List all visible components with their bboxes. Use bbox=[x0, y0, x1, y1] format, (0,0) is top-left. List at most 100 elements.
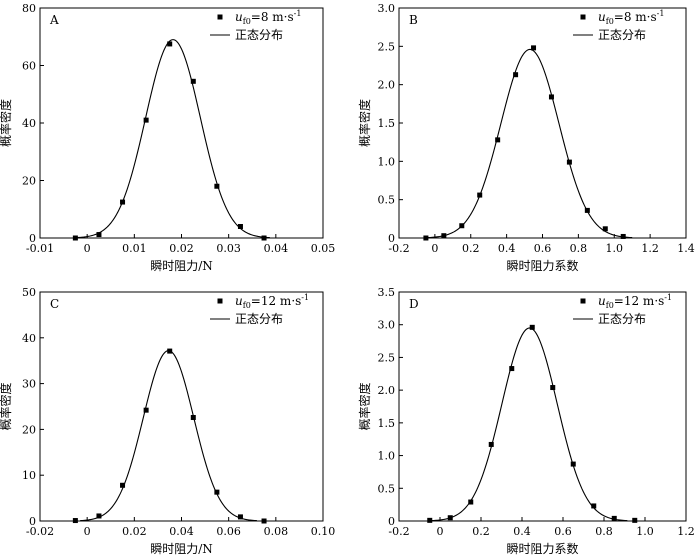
y-tick-label: 2.0 bbox=[378, 384, 396, 397]
data-point bbox=[143, 407, 149, 413]
legend-rest: =12 m·s bbox=[614, 294, 665, 308]
x-tick-label: 1.0 bbox=[606, 242, 624, 255]
y-tick-label: 0 bbox=[29, 232, 36, 245]
x-tick-label: 0.06 bbox=[216, 525, 241, 538]
y-tick-label: 20 bbox=[22, 423, 36, 436]
y-tick-label: 50 bbox=[22, 286, 36, 299]
x-tick-label: 0.2 bbox=[472, 525, 490, 538]
data-point bbox=[477, 192, 483, 198]
legend-sup: -1 bbox=[664, 293, 672, 302]
panel-a: A-0.01 0 0.01 0.02 0.03 0.04 0.05020406080瞬时阻力… bbox=[0, 2, 335, 273]
panel-letter: B bbox=[409, 13, 418, 27]
data-point bbox=[495, 137, 501, 143]
y-tick-label: 0 bbox=[388, 232, 395, 245]
panel-letter: C bbox=[50, 297, 59, 311]
normal-curve bbox=[427, 48, 633, 239]
legend-sup: -1 bbox=[657, 9, 665, 18]
data-point bbox=[602, 226, 608, 232]
data-point bbox=[72, 235, 78, 241]
panel-letter: A bbox=[49, 13, 59, 27]
data-point bbox=[529, 324, 535, 330]
legend-rest: =8 m·s bbox=[251, 10, 294, 24]
x-tick-label: 0.04 bbox=[264, 242, 289, 255]
y-axis-label: 概率密度 bbox=[357, 382, 372, 430]
x-tick-label: 1.0 bbox=[636, 525, 654, 538]
legend-label-curve: 正态分布 bbox=[598, 28, 646, 42]
legend-u: u bbox=[598, 294, 606, 308]
data-point bbox=[441, 233, 447, 239]
x-tick-label: 0 bbox=[84, 242, 91, 255]
data-point bbox=[190, 78, 196, 84]
panel-b: B-0.2 0 0.2 0.4 0.6 0.8 1.0 1.2 1.400.51.01.52.0… bbox=[357, 2, 695, 273]
legend-label-points: uf0=8 m·s-1 bbox=[598, 9, 664, 26]
legend-sub: f0 bbox=[606, 17, 614, 26]
y-tick-label: 40 bbox=[22, 117, 36, 130]
x-tick-label: 0.02 bbox=[169, 242, 194, 255]
panel-d: D-0.2 0 0.2 0.4 0.6 0.8 1.0 1.200.51.01.52.02.5… bbox=[357, 286, 695, 556]
data-point bbox=[96, 232, 102, 238]
x-tick-label: 0.4 bbox=[498, 242, 516, 255]
legend-rest: =12 m·s bbox=[251, 294, 302, 308]
y-axis-label: 概率密度 bbox=[0, 99, 13, 147]
x-tick-label: 0.05 bbox=[311, 242, 336, 255]
data-point bbox=[591, 503, 597, 509]
data-point bbox=[167, 41, 173, 47]
legend-sub: f0 bbox=[243, 17, 251, 26]
y-tick-label: 2.0 bbox=[378, 79, 396, 92]
data-point bbox=[143, 117, 149, 123]
legend-marker bbox=[217, 298, 223, 304]
y-axis-label: 概率密度 bbox=[0, 382, 13, 430]
data-point bbox=[513, 72, 519, 78]
legend: uf0=8 m·s-1 正态分布 bbox=[210, 9, 301, 42]
legend-label-points: uf0=12 m·s-1 bbox=[598, 293, 672, 310]
plot-frame bbox=[398, 7, 687, 239]
x-tick-label: 0.8 bbox=[570, 242, 588, 255]
x-tick-label: 0.8 bbox=[595, 525, 613, 538]
data-point bbox=[566, 159, 572, 165]
legend-label-curve: 正态分布 bbox=[598, 312, 646, 326]
y-tick-label: 1.5 bbox=[378, 117, 396, 130]
legend-label-points: uf0=8 m·s-1 bbox=[235, 9, 301, 26]
y-tick-label: 20 bbox=[22, 175, 36, 188]
data-point bbox=[261, 518, 267, 524]
x-tick-label: 0.03 bbox=[216, 242, 241, 255]
x-tick-label: 0 bbox=[84, 525, 91, 538]
x-tick-label: -0.2 bbox=[388, 242, 409, 255]
data-point bbox=[632, 517, 638, 523]
y-axis-label: 概率密度 bbox=[357, 99, 372, 147]
data-point bbox=[620, 233, 626, 239]
normal-curve bbox=[76, 39, 270, 239]
legend-marker bbox=[580, 14, 586, 20]
normal-curve bbox=[431, 327, 628, 522]
x-tick-label: -0.01 bbox=[26, 242, 54, 255]
legend-label-points: uf0=12 m·s-1 bbox=[235, 293, 309, 310]
legend: uf0=8 m·s-1 正态分布 bbox=[573, 9, 664, 42]
legend-label-curve: 正态分布 bbox=[235, 28, 283, 42]
legend-sup: -1 bbox=[294, 9, 302, 18]
data-point bbox=[584, 207, 590, 213]
data-point bbox=[488, 441, 494, 447]
x-tick-label: 0.6 bbox=[534, 242, 552, 255]
data-point bbox=[96, 513, 102, 519]
x-tick-label: 0.02 bbox=[122, 525, 147, 538]
x-axis-label: 瞬时阻力系数 bbox=[506, 541, 578, 556]
y-tick-label: 0 bbox=[29, 515, 36, 528]
legend-sup: -1 bbox=[301, 293, 309, 302]
x-tick-label: 0.08 bbox=[264, 525, 289, 538]
panel-c: C-0.02 0 0.02 0.04 0.06 0.08 0.1001020304050瞬时… bbox=[0, 286, 335, 556]
legend-label-curve: 正态分布 bbox=[235, 312, 283, 326]
data-point bbox=[509, 366, 515, 372]
x-tick-label: 0.04 bbox=[169, 525, 194, 538]
data-point bbox=[120, 482, 126, 488]
y-tick-label: 1.5 bbox=[378, 417, 396, 430]
y-tick-label: 0.5 bbox=[378, 482, 396, 495]
normal-curve bbox=[80, 350, 257, 522]
data-point bbox=[237, 224, 243, 229]
y-tick-label: 60 bbox=[22, 60, 36, 73]
y-tick-label: 2.5 bbox=[378, 40, 396, 53]
x-tick-label: 0.4 bbox=[513, 525, 531, 538]
data-point bbox=[261, 235, 267, 241]
y-tick-label: 3.0 bbox=[378, 2, 396, 15]
data-point bbox=[548, 94, 554, 100]
